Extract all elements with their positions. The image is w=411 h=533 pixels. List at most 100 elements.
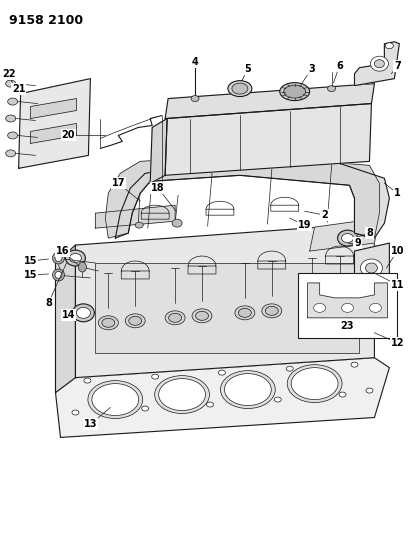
Ellipse shape [328, 86, 335, 92]
Ellipse shape [280, 83, 309, 101]
Ellipse shape [342, 303, 353, 312]
Text: 23: 23 [340, 321, 353, 331]
Text: 11: 11 [390, 280, 404, 290]
Ellipse shape [365, 263, 377, 273]
Ellipse shape [305, 303, 318, 312]
Text: 15: 15 [24, 270, 37, 280]
Ellipse shape [386, 43, 393, 49]
Ellipse shape [232, 83, 248, 94]
Ellipse shape [192, 309, 212, 323]
Ellipse shape [92, 384, 139, 416]
Text: 18: 18 [151, 183, 165, 193]
Ellipse shape [366, 388, 373, 393]
Ellipse shape [284, 85, 306, 98]
Text: 2: 2 [321, 210, 328, 220]
Ellipse shape [351, 362, 358, 367]
Text: 9: 9 [354, 238, 361, 248]
Ellipse shape [152, 374, 159, 379]
Polygon shape [18, 79, 90, 168]
Ellipse shape [228, 80, 252, 96]
Ellipse shape [72, 304, 95, 322]
Ellipse shape [55, 271, 62, 278]
Ellipse shape [8, 132, 18, 139]
Text: 12: 12 [390, 338, 404, 348]
Text: 20: 20 [62, 131, 75, 140]
Ellipse shape [370, 56, 388, 71]
Text: 13: 13 [84, 419, 97, 430]
Ellipse shape [191, 95, 199, 102]
Text: 3: 3 [308, 63, 315, 74]
Bar [298, 273, 397, 338]
Ellipse shape [88, 381, 143, 418]
Polygon shape [95, 205, 175, 228]
Text: 8: 8 [45, 298, 52, 308]
Ellipse shape [98, 316, 118, 330]
Ellipse shape [129, 316, 142, 325]
Text: 10: 10 [390, 246, 404, 256]
Bar [95, 263, 360, 353]
Polygon shape [308, 283, 388, 318]
Polygon shape [30, 99, 76, 118]
Ellipse shape [79, 262, 86, 272]
Polygon shape [150, 118, 167, 183]
Ellipse shape [196, 311, 208, 320]
Ellipse shape [65, 250, 85, 266]
Ellipse shape [220, 370, 275, 408]
Ellipse shape [342, 233, 353, 243]
Text: 16: 16 [56, 246, 69, 256]
Ellipse shape [274, 397, 281, 402]
Ellipse shape [287, 365, 342, 402]
Polygon shape [76, 223, 374, 377]
Polygon shape [30, 124, 76, 143]
Ellipse shape [72, 410, 79, 415]
Text: 22: 22 [2, 69, 16, 79]
Ellipse shape [169, 313, 182, 322]
Ellipse shape [53, 252, 65, 264]
Ellipse shape [69, 254, 81, 263]
Ellipse shape [224, 374, 271, 406]
Ellipse shape [369, 303, 381, 312]
Ellipse shape [238, 309, 252, 317]
Ellipse shape [286, 366, 293, 371]
Polygon shape [105, 156, 379, 238]
Polygon shape [165, 103, 372, 175]
Ellipse shape [6, 150, 16, 157]
Ellipse shape [172, 219, 182, 227]
Polygon shape [55, 358, 389, 438]
Ellipse shape [53, 269, 65, 281]
Ellipse shape [235, 306, 255, 320]
Text: 6: 6 [336, 61, 343, 71]
Ellipse shape [291, 368, 338, 400]
Ellipse shape [135, 222, 143, 228]
Ellipse shape [219, 370, 225, 375]
Ellipse shape [265, 306, 278, 316]
Ellipse shape [84, 378, 91, 383]
Text: 14: 14 [62, 310, 75, 320]
Text: 17: 17 [111, 178, 125, 188]
Text: 15: 15 [24, 256, 37, 266]
Ellipse shape [165, 311, 185, 325]
Polygon shape [355, 243, 389, 293]
Ellipse shape [76, 308, 90, 318]
Text: 8: 8 [366, 228, 373, 238]
Polygon shape [309, 218, 379, 251]
Ellipse shape [102, 318, 115, 327]
Text: 19: 19 [298, 220, 312, 230]
Ellipse shape [314, 303, 326, 312]
Polygon shape [355, 42, 399, 86]
Text: 7: 7 [394, 61, 401, 71]
Ellipse shape [206, 402, 213, 407]
Ellipse shape [374, 60, 384, 68]
Ellipse shape [360, 259, 382, 277]
Ellipse shape [142, 406, 149, 411]
Polygon shape [115, 158, 389, 238]
Ellipse shape [337, 230, 358, 246]
Ellipse shape [8, 98, 18, 105]
Ellipse shape [333, 301, 346, 310]
Text: 5: 5 [245, 63, 251, 74]
Text: 9158 2100: 9158 2100 [9, 14, 83, 27]
Ellipse shape [159, 378, 206, 410]
Ellipse shape [6, 115, 16, 122]
Polygon shape [165, 84, 374, 118]
Ellipse shape [330, 299, 349, 313]
